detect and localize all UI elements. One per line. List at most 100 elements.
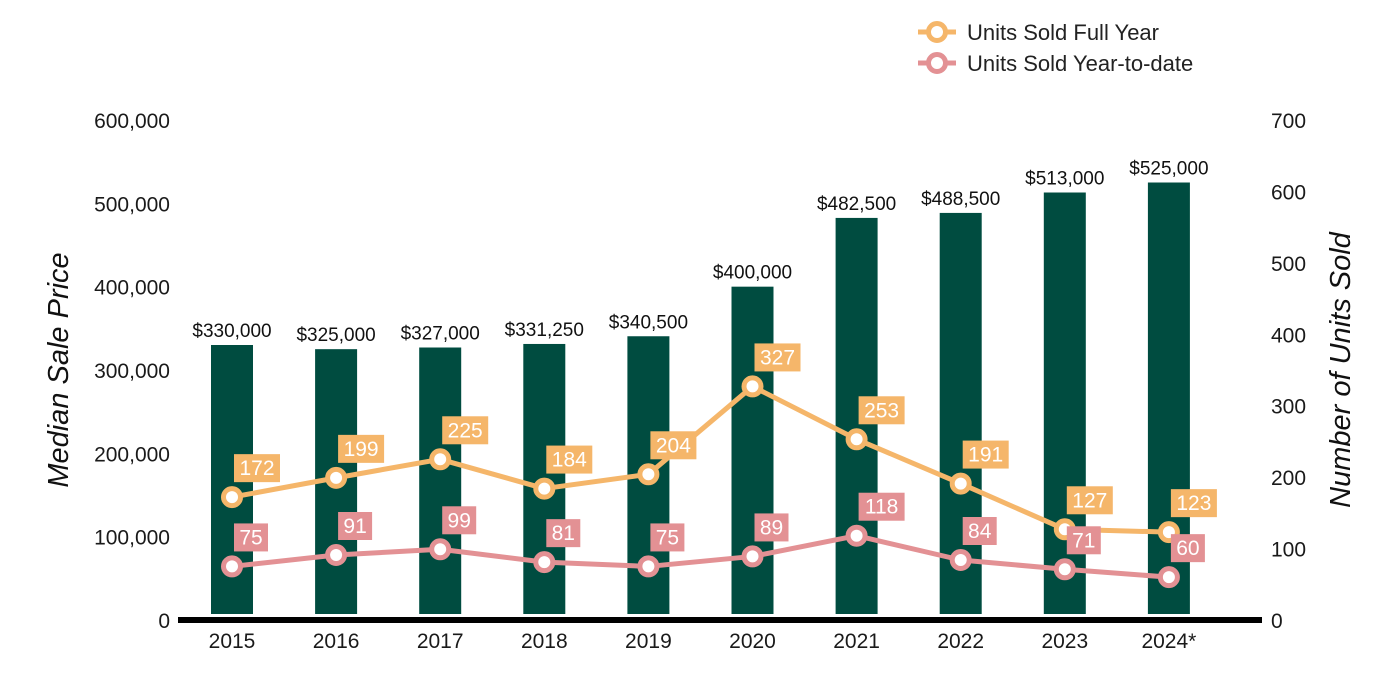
point-label-box-full-year-2016: [338, 434, 385, 463]
line-series: [229, 383, 1172, 580]
point-full-year-2017: [429, 448, 452, 471]
point-full-year-2022: [949, 472, 972, 495]
bar-label-2015: $330,000: [192, 321, 271, 342]
point-label-box-ytd-2019: [650, 523, 685, 552]
point-label-ytd-2021: 118: [865, 496, 898, 519]
line-point-labels: 172 199 225 184 204 327 253 191 127 123 75 91 99 81 75…: [234, 343, 1217, 563]
point-label-ytd-2024*: 60: [1176, 537, 1199, 560]
right-y-tick: 400: [1271, 324, 1306, 347]
point-label-box-ytd-2017: [442, 506, 477, 535]
line-ytd: [229, 533, 1172, 580]
point-label-box-full-year-2017: [442, 416, 489, 445]
x-axis-ticks: 2015 2016 2017 2018 2019 2020 2021 2022 2023 2024…: [209, 630, 1197, 653]
left-y-axis-ticks: 0 100,000 200,000 300,000 400,000 500,000 600,…: [94, 110, 170, 633]
x-tick-2019: 2019: [625, 630, 672, 653]
x-tick-2022: 2022: [937, 630, 984, 653]
bar-label-2023: $513,000: [1025, 169, 1104, 190]
point-label-box-ytd-2018: [546, 519, 581, 548]
point-ytd-2019: [637, 555, 660, 578]
point-label-box-full-year-2018: [546, 445, 593, 474]
bar-label-2024*: $525,000: [1129, 159, 1208, 180]
legend-swatch-marker-full-year: [926, 21, 948, 43]
point-full-year-2019: [637, 463, 660, 486]
point-label-ytd-2023: 71: [1072, 529, 1095, 552]
point-label-box-full-year-2022: [962, 440, 1009, 469]
point-label-box-ytd-2015: [234, 523, 268, 552]
left-y-tick: 200,000: [94, 443, 170, 466]
left-y-tick: 600,000: [94, 110, 170, 133]
point-label-full-year-2021: 253: [864, 399, 899, 422]
bar-2017: [419, 347, 462, 614]
legend: Units Sold Full Year Units Sold Year-to-d…: [918, 20, 1193, 76]
bar-value-labels: $330,000 $325,000 $327,000 $331,250 $340,500…: [192, 159, 1208, 347]
point-label-ytd-2015: 75: [239, 526, 262, 549]
point-label-full-year-2019: 204: [656, 434, 691, 457]
point-label-ytd-2022: 84: [968, 520, 992, 543]
point-full-year-2015: [221, 486, 243, 509]
x-tick-2020: 2020: [729, 630, 776, 653]
point-label-full-year-2017: 225: [448, 419, 483, 442]
point-label-box-ytd-2024*: [1170, 534, 1205, 563]
x-tick-2023: 2023: [1041, 630, 1088, 653]
point-full-year-2018: [533, 477, 556, 500]
point-label-full-year-2023: 127: [1072, 489, 1107, 512]
point-label-box-ytd-2023: [1066, 526, 1101, 555]
right-y-tick: 700: [1271, 110, 1306, 133]
point-ytd-2022: [949, 549, 972, 571]
legend-label-ytd: Units Sold Year-to-date: [967, 51, 1193, 76]
point-ytd-2021: [845, 524, 868, 547]
point-ytd-2017: [429, 538, 452, 561]
point-full-year-2016: [325, 466, 348, 489]
bar-2022: [939, 212, 982, 614]
point-full-year-2021: [845, 428, 868, 451]
x-tick-2021: 2021: [833, 630, 880, 653]
left-y-tick: 0: [158, 610, 170, 633]
point-ytd-2018: [533, 551, 556, 574]
right-y-axis-title: Number of Units Sold: [1325, 231, 1357, 507]
point-ytd-2020: [741, 545, 764, 568]
point-label-box-ytd-2022: [962, 517, 997, 545]
bar-series: [211, 182, 1190, 614]
x-tick-2016: 2016: [313, 630, 360, 653]
bar-label-2020: $400,000: [713, 263, 792, 284]
point-label-full-year-2022: 191: [968, 444, 1003, 467]
line-full-year: [229, 383, 1172, 535]
x-tick-2015: 2015: [209, 630, 256, 653]
point-full-year-2020: [741, 375, 764, 398]
point-label-full-year-2018: 184: [552, 449, 587, 472]
left-y-tick: 100,000: [94, 527, 170, 550]
point-label-full-year-2016: 199: [344, 438, 379, 461]
point-label-full-year-2020: 327: [760, 346, 795, 369]
point-label-box-ytd-2020: [754, 513, 789, 542]
right-y-tick: 600: [1271, 181, 1306, 204]
point-label-ytd-2017: 99: [448, 509, 471, 532]
point-label-full-year-2015: 172: [239, 457, 274, 480]
left-y-axis-title: Median Sale Price: [43, 252, 75, 487]
point-label-ytd-2020: 89: [760, 516, 783, 539]
bar-label-2017: $327,000: [401, 324, 480, 345]
point-label-box-full-year-2020: [754, 343, 801, 372]
point-ytd-2024*: [1157, 566, 1180, 589]
bar-label-2019: $340,500: [609, 312, 688, 333]
point-label-ytd-2019: 75: [656, 526, 679, 549]
point-label-box-ytd-2016: [338, 512, 373, 540]
legend-label-full-year: Units Sold Full Year: [967, 20, 1159, 45]
left-y-tick: 400,000: [94, 277, 170, 300]
bar-label-2016: $325,000: [296, 325, 375, 346]
point-label-box-full-year-2015: [234, 454, 280, 483]
bar-label-2022: $488,500: [921, 189, 1000, 210]
right-y-tick: 0: [1271, 610, 1283, 633]
right-y-tick: 300: [1271, 396, 1306, 419]
bar-label-2021: $482,500: [817, 194, 896, 215]
legend-swatch-marker-ytd: [926, 52, 948, 74]
point-ytd-2023: [1053, 558, 1076, 581]
point-label-box-ytd-2021: [858, 492, 905, 521]
point-label-box-full-year-2019: [650, 431, 697, 460]
point-ytd-2016: [325, 544, 348, 566]
x-tick-2017: 2017: [417, 630, 464, 653]
point-label-box-full-year-2023: [1066, 486, 1113, 515]
point-label-full-year-2024*: 123: [1176, 492, 1211, 515]
right-y-tick: 100: [1271, 539, 1306, 562]
right-y-tick: 200: [1271, 467, 1306, 490]
